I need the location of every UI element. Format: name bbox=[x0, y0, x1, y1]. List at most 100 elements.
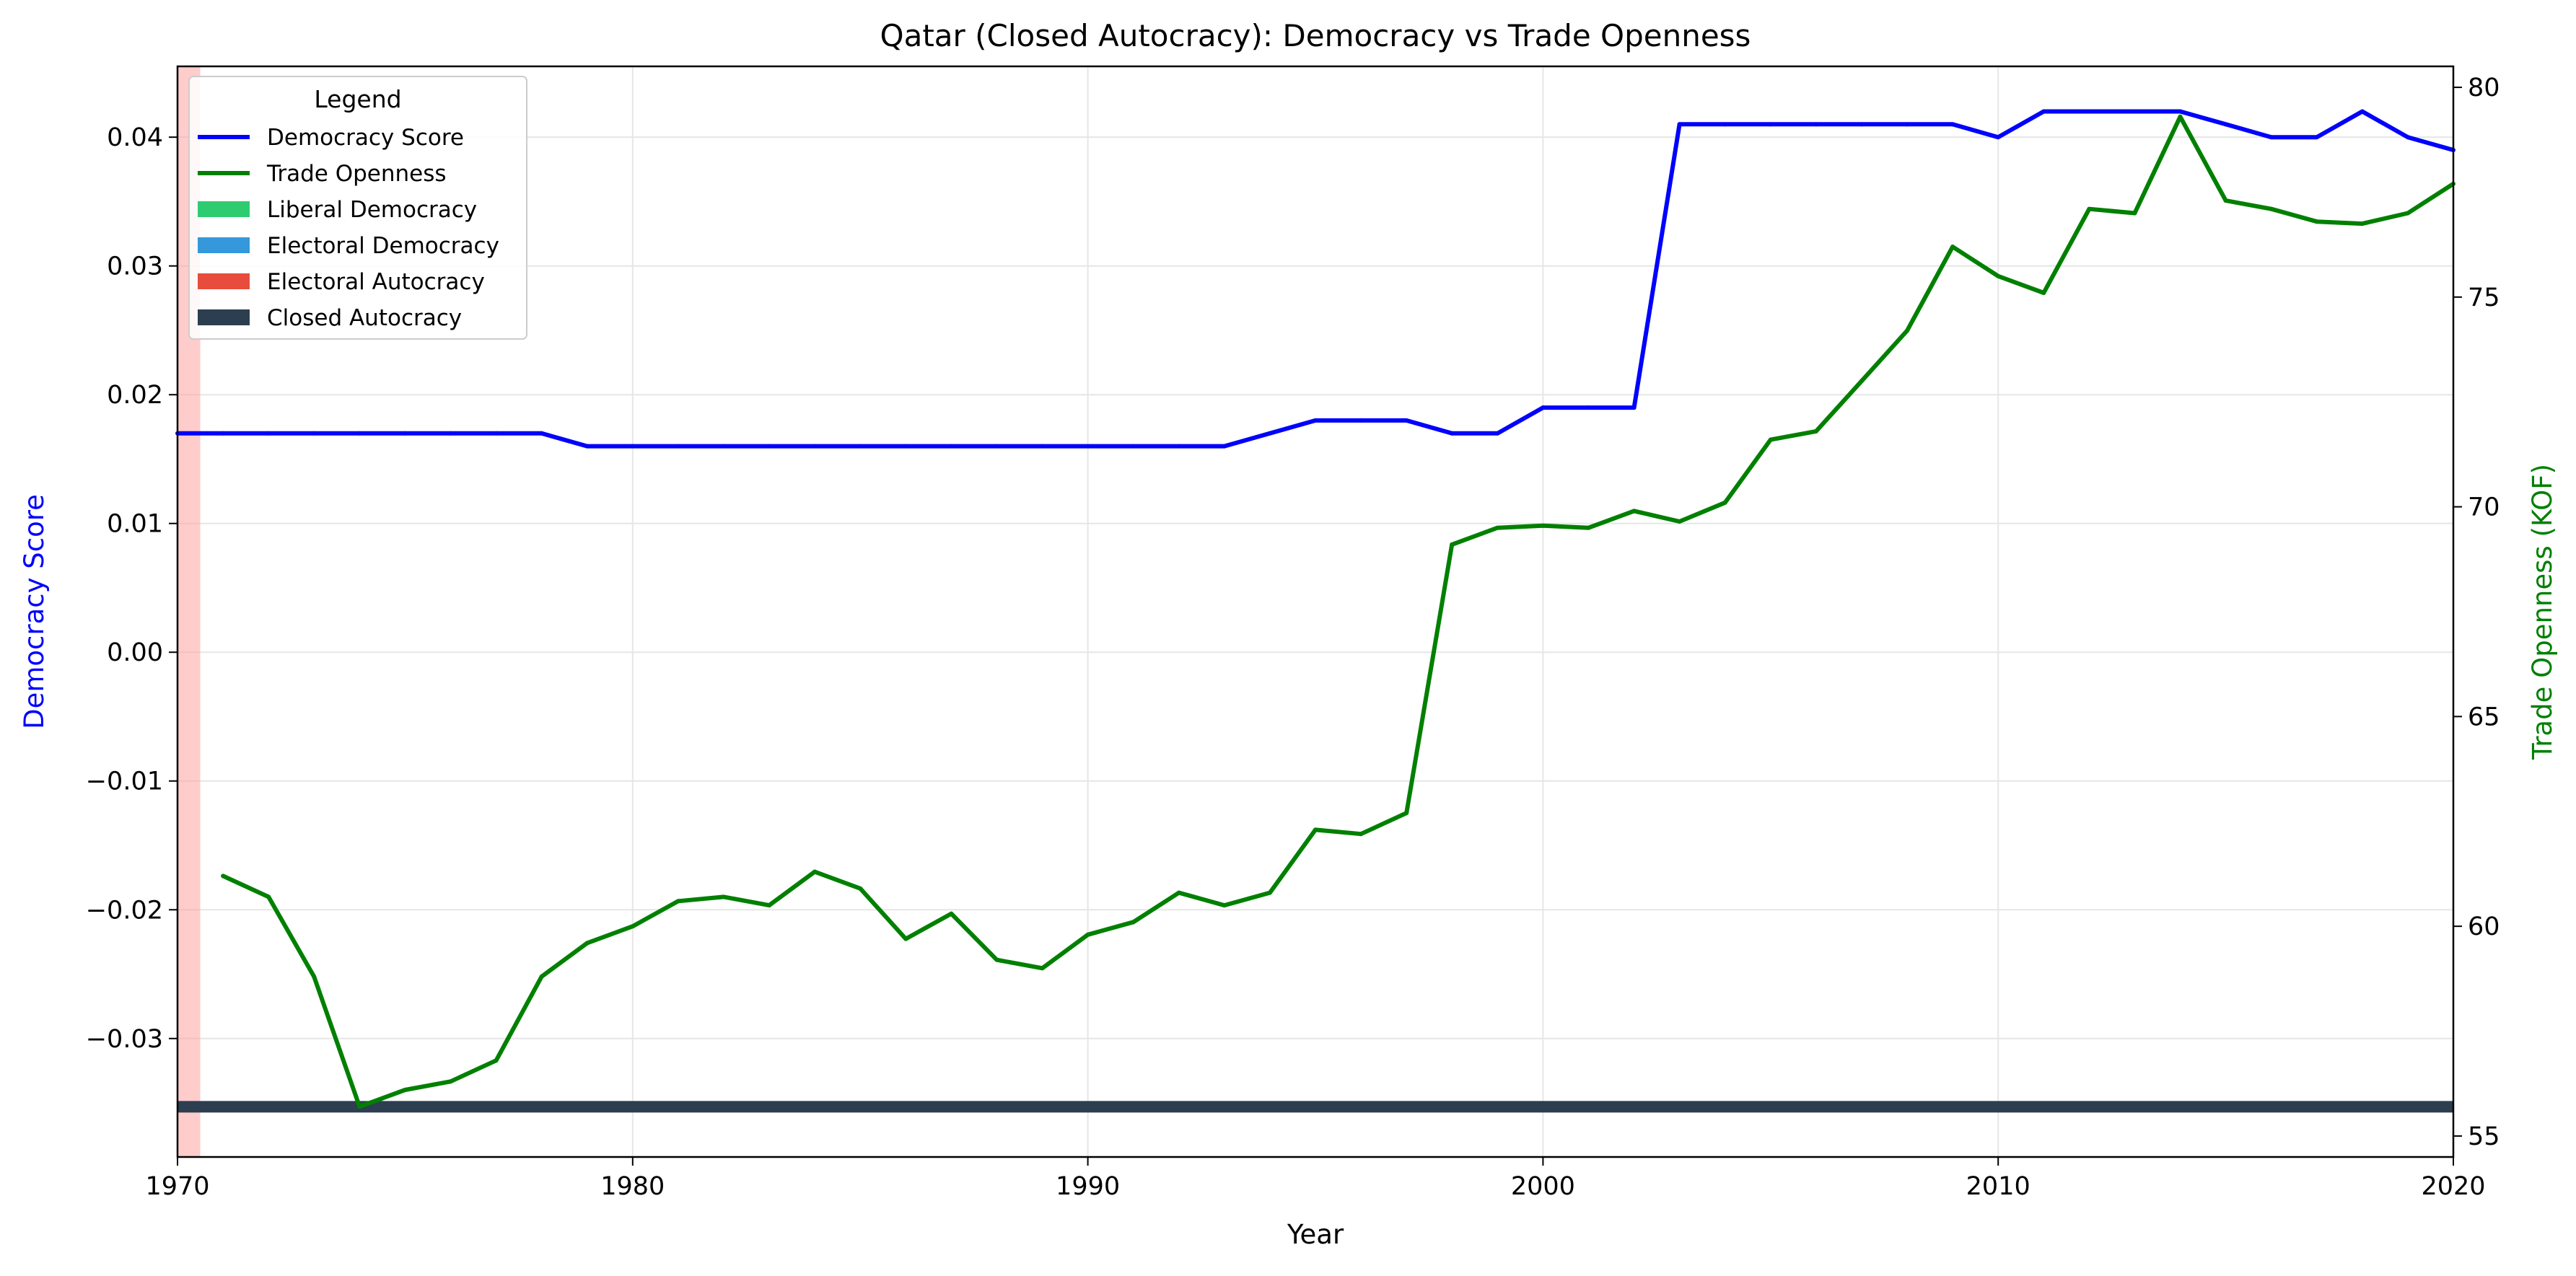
trade-openness-point-22 bbox=[1222, 903, 1227, 908]
trade-openness-point-23 bbox=[1267, 890, 1272, 895]
x-tick-label-0: 1970 bbox=[145, 1172, 209, 1201]
trade-openness-point-0 bbox=[221, 874, 226, 879]
trade-openness-point-38 bbox=[1950, 245, 1955, 250]
democracy-score-point-20 bbox=[1085, 444, 1090, 449]
trade-openness-point-11 bbox=[721, 894, 726, 899]
y-right-tick-label-5: 80 bbox=[2468, 74, 2500, 102]
y-right-tick-label-0: 55 bbox=[2468, 1122, 2500, 1151]
democracy-score-point-21 bbox=[1131, 444, 1136, 449]
democracy-score-point-18 bbox=[994, 444, 999, 449]
democracy-score-point-33 bbox=[1677, 122, 1682, 127]
democracy-score-point-15 bbox=[858, 444, 863, 449]
democracy-score-point-14 bbox=[812, 444, 818, 449]
trade-openness-point-7 bbox=[539, 974, 544, 979]
democracy-score-point-9 bbox=[584, 444, 590, 449]
democracy-score-point-48 bbox=[2360, 109, 2365, 114]
trade-openness-point-29 bbox=[1541, 523, 1546, 528]
democracy-score-point-6 bbox=[448, 431, 453, 436]
democracy-score-point-25 bbox=[1313, 418, 1318, 423]
trade-openness-point-39 bbox=[1996, 273, 2001, 278]
democracy-score-point-40 bbox=[1996, 135, 2001, 140]
democracy-score-point-16 bbox=[903, 444, 908, 449]
trade-openness-point-21 bbox=[1176, 890, 1181, 895]
axis-ticks: 1970 1980 1990 2000 2010 2020 −0.03 −0.02 −0.01 0… bbox=[86, 74, 2500, 1201]
trade-openness-point-18 bbox=[1040, 966, 1045, 971]
democracy-score-point-49 bbox=[2405, 135, 2410, 140]
democracy-score-point-4 bbox=[357, 431, 362, 436]
chart-title: Qatar (Closed Autocracy): Democracy vs T… bbox=[880, 18, 1751, 53]
trade-openness-point-10 bbox=[675, 899, 680, 904]
democracy-score-point-41 bbox=[2041, 109, 2046, 114]
democracy-score-point-28 bbox=[1450, 431, 1455, 436]
democracy-score-point-38 bbox=[1905, 122, 1910, 127]
trade-openness-point-9 bbox=[630, 924, 635, 929]
democracy-score-point-32 bbox=[1631, 405, 1637, 410]
series bbox=[175, 109, 2455, 1109]
democracy-score-point-3 bbox=[312, 431, 317, 436]
trade-openness-point-31 bbox=[1631, 509, 1637, 514]
democracy-score-point-47 bbox=[2314, 135, 2319, 140]
democracy-score-point-22 bbox=[1176, 444, 1181, 449]
democracy-score-point-31 bbox=[1586, 405, 1591, 410]
democracy-score-point-8 bbox=[539, 431, 544, 436]
democracy-score-point-37 bbox=[1859, 122, 1864, 127]
y-left-tick-label-3: 0.00 bbox=[107, 638, 163, 667]
y-right-tick-label-2: 65 bbox=[2468, 703, 2500, 731]
democracy-score-point-39 bbox=[1950, 122, 1955, 127]
legend-label-5: Closed Autocracy bbox=[267, 305, 462, 331]
x-tick-label-3: 2000 bbox=[1511, 1172, 1575, 1201]
x-axis-label: Year bbox=[1287, 1219, 1344, 1250]
trade-openness-point-44 bbox=[2223, 198, 2228, 203]
democracy-score-point-10 bbox=[630, 444, 635, 449]
trade-openness-point-26 bbox=[1404, 811, 1409, 816]
democracy-score-point-19 bbox=[1040, 444, 1045, 449]
y-left-tick-label-7: 0.04 bbox=[107, 123, 163, 152]
democracy-score-point-30 bbox=[1541, 405, 1546, 410]
y-left-tick-label-5: 0.02 bbox=[107, 381, 163, 410]
democracy-score-point-2 bbox=[266, 431, 271, 436]
y-axis-left-label: Democracy Score bbox=[19, 494, 50, 729]
legend-swatch-4 bbox=[198, 273, 250, 289]
trade-openness-point-12 bbox=[767, 903, 772, 908]
trade-openness-point-30 bbox=[1586, 525, 1591, 530]
x-tick-label-2: 1990 bbox=[1056, 1172, 1120, 1201]
y-axis-right-label: Trade Openness (KOF) bbox=[2527, 464, 2558, 760]
legend-label-0: Democracy Score bbox=[267, 125, 464, 151]
legend-swatch-5 bbox=[198, 309, 250, 325]
y-left-tick-label-1: −0.02 bbox=[86, 896, 163, 925]
y-left-tick-label-6: 0.03 bbox=[107, 252, 163, 281]
democracy-score-point-26 bbox=[1359, 418, 1364, 423]
democracy-score-point-42 bbox=[2087, 109, 2092, 114]
trade-openness-point-4 bbox=[403, 1087, 408, 1092]
legend-label-4: Electoral Autocracy bbox=[267, 269, 485, 295]
democracy-score-point-45 bbox=[2223, 122, 2228, 127]
legend: Legend Democracy Score Trade Openness Libe… bbox=[188, 76, 527, 340]
trade-openness-point-1 bbox=[266, 894, 271, 899]
democracy-score-point-34 bbox=[1722, 122, 1727, 127]
trade-openness-point-42 bbox=[2132, 211, 2137, 216]
democracy-score-point-36 bbox=[1813, 122, 1818, 127]
trade-openness-point-46 bbox=[2314, 219, 2319, 224]
trade-openness-point-35 bbox=[1813, 428, 1818, 434]
democracy-score-point-24 bbox=[1267, 431, 1272, 436]
democracy-score-point-43 bbox=[2132, 109, 2137, 114]
trade-openness-point-28 bbox=[1495, 525, 1500, 530]
y-right-tick-label-4: 75 bbox=[2468, 283, 2500, 312]
trade-openness-point-43 bbox=[2178, 114, 2183, 119]
legend-label-1: Trade Openness bbox=[266, 161, 447, 187]
democracy-score-point-1 bbox=[221, 431, 226, 436]
democracy-score-point-5 bbox=[403, 431, 408, 436]
democracy-score-point-44 bbox=[2178, 109, 2183, 114]
trade-openness-point-32 bbox=[1677, 519, 1682, 524]
legend-swatch-2 bbox=[198, 201, 250, 217]
trade-openness-point-41 bbox=[2087, 206, 2092, 211]
democracy-score-point-12 bbox=[721, 444, 726, 449]
democracy-score-point-11 bbox=[675, 444, 680, 449]
democracy-score-point-23 bbox=[1222, 444, 1227, 449]
x-tick-label-1: 1980 bbox=[600, 1172, 665, 1201]
trade-openness-point-24 bbox=[1313, 827, 1318, 832]
trade-openness-point-36 bbox=[1859, 379, 1864, 384]
y-left-tick-label-0: −0.03 bbox=[86, 1025, 163, 1054]
